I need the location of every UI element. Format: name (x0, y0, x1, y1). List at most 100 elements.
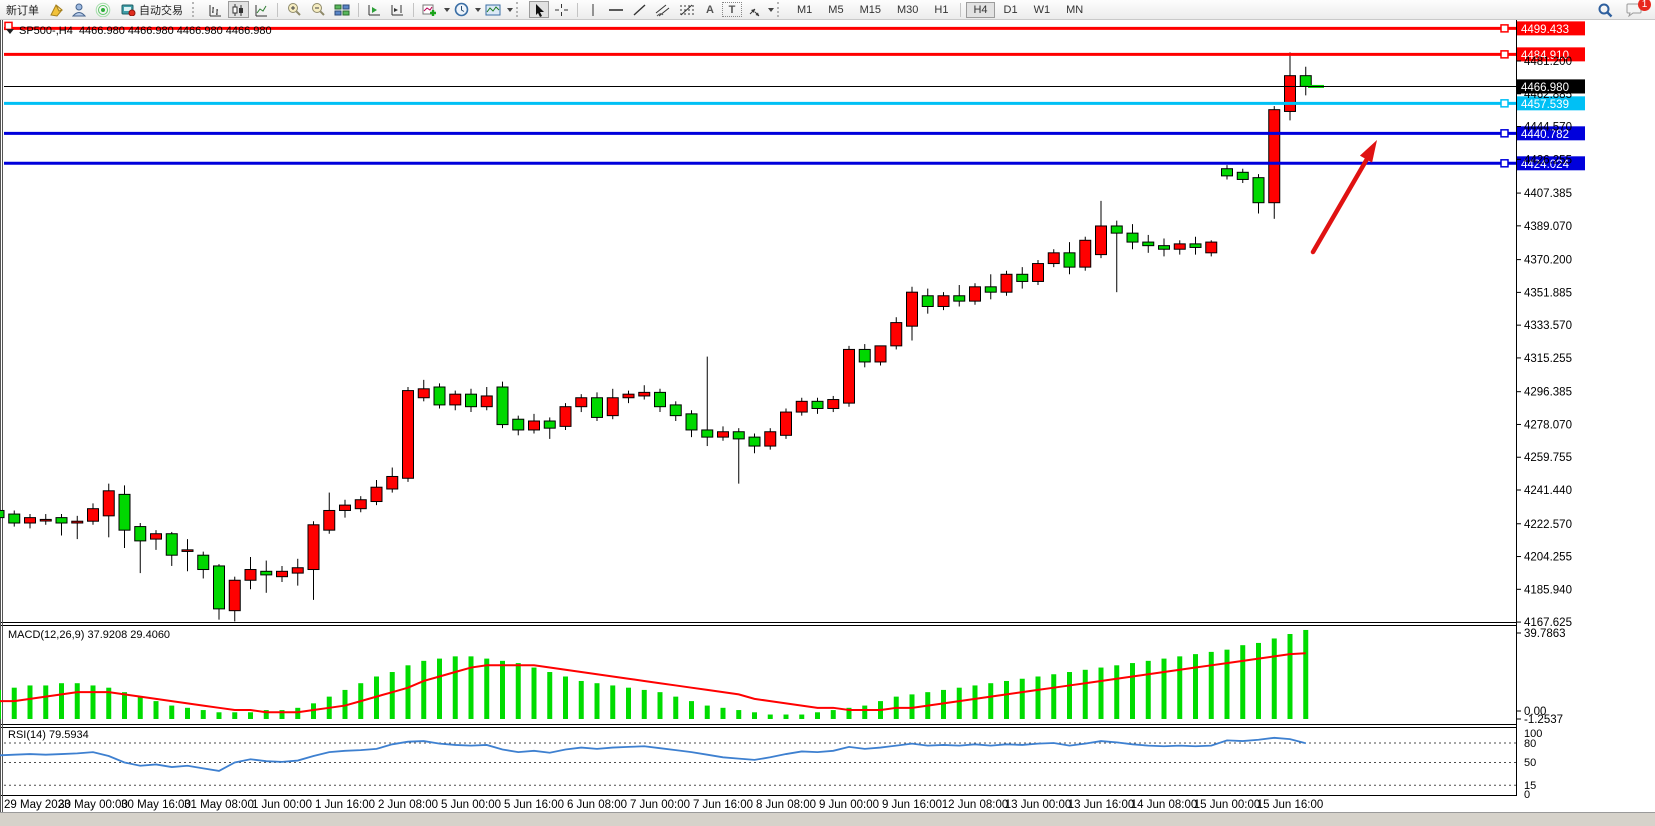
zoom-out-icon (312, 3, 325, 16)
candlestick-mode-button[interactable] (228, 1, 249, 18)
user-icon (72, 3, 87, 16)
timeframe-button-w1[interactable]: W1 (1033, 3, 1051, 16)
candle-body (244, 569, 257, 581)
template-chart-icon (485, 4, 501, 15)
macd-histogram-bar (248, 712, 253, 719)
macd-histogram-bar (437, 658, 442, 719)
period-button[interactable] (451, 1, 472, 18)
level-line-handle[interactable] (1500, 24, 1509, 33)
zoom-out-button[interactable] (307, 1, 329, 18)
tile-windows-button[interactable] (331, 1, 353, 18)
macd-histogram-bar (515, 663, 521, 719)
macd-histogram-bar (941, 689, 946, 719)
toolbar-separator (577, 2, 578, 17)
candle-body (213, 565, 225, 610)
notification-badge: 1 (1638, 0, 1651, 11)
chart-shift-button[interactable] (387, 1, 408, 18)
macd-histogram-bar (27, 685, 33, 719)
trend-arrow[interactable] (1310, 156, 1370, 255)
timeframe-button-m15[interactable]: M15 (859, 3, 881, 16)
equidistant-channel-tool-button[interactable] (652, 1, 674, 18)
crosshair-tool-button[interactable] (551, 1, 572, 18)
macd-histogram-bar (830, 710, 836, 719)
arrows-dropdown-icon[interactable] (768, 7, 774, 12)
level-line-handle[interactable] (1500, 129, 1509, 138)
x-axis-label: 30 May 16:00 (121, 799, 191, 811)
timeframe-button-h4[interactable]: H4 (966, 1, 995, 18)
timeframe-button-m1[interactable]: M1 (797, 3, 813, 16)
cursor-tool-button[interactable] (529, 1, 549, 18)
level-line-handle[interactable] (1500, 159, 1509, 168)
timeframe-button-m30[interactable]: M30 (896, 3, 919, 16)
macd-histogram-bar (405, 665, 411, 719)
auto-scroll-button[interactable] (364, 1, 385, 18)
bar-chart-icon (209, 4, 221, 16)
text-label-tool-button[interactable]: T (722, 2, 742, 17)
trendline-tool-button[interactable] (629, 1, 650, 18)
period-dropdown-icon[interactable] (475, 7, 481, 12)
autotrading-label: 自动交易 (139, 4, 183, 17)
candle-body (402, 390, 414, 479)
zoom-in-button[interactable] (283, 1, 305, 18)
macd-histogram-bar (1051, 674, 1057, 719)
macd-histogram-bar (610, 685, 616, 719)
vertical-line-tool-button[interactable] (583, 1, 603, 18)
macd-histogram-bar (74, 683, 80, 719)
search-icon (1598, 3, 1613, 17)
horizontal-line-tool-button[interactable] (605, 1, 627, 18)
search-button[interactable] (1594, 1, 1616, 18)
candle-body (118, 493, 131, 531)
macd-histogram-bar (862, 705, 868, 719)
toolbar-grip (777, 2, 786, 17)
macd-histogram-bar (311, 703, 316, 719)
terminal-button[interactable] (69, 1, 90, 18)
candle-body (1063, 252, 1076, 268)
timeframe-button-mn[interactable]: MN (1066, 3, 1084, 16)
trendline-icon (633, 3, 646, 16)
horizontal-line-icon (609, 8, 623, 11)
market-watch-icon[interactable] (46, 1, 67, 18)
macd-histogram-bar (1193, 654, 1198, 719)
candle-body (575, 397, 588, 408)
trend-arrow-head[interactable] (1359, 140, 1377, 163)
notifications-button[interactable]: 1 (1623, 0, 1651, 18)
x-axis-label: 9 Jun 16:00 (882, 799, 942, 811)
bar-chart-mode-button[interactable] (205, 1, 226, 18)
level-line-handle[interactable] (1500, 99, 1509, 108)
templates-dropdown-icon[interactable] (507, 7, 513, 12)
templates-button[interactable] (482, 1, 504, 18)
autotrading-icon (121, 4, 136, 16)
price-axis-tick-label: 4389.070 (1524, 221, 1572, 233)
add-indicator-dropdown-icon[interactable] (444, 7, 450, 12)
line-chart-mode-button[interactable] (251, 1, 272, 18)
macd-axis-label: 39.7863 (1524, 628, 1566, 640)
current-price-tag (1517, 79, 1585, 94)
candle-body (291, 567, 304, 574)
macd-histogram-bar (1004, 680, 1009, 719)
chart-dropdown-icon[interactable] (6, 29, 14, 34)
price-tag-label: 4440.782 (1521, 129, 1569, 141)
timeframe-button-d1[interactable]: D1 (1003, 3, 1018, 16)
new-order-button[interactable]: 新订单 (6, 4, 39, 17)
x-axis-label: 8 Jun 08:00 (756, 799, 816, 811)
level-line-handle[interactable] (1500, 50, 1509, 59)
candle-body (827, 399, 840, 409)
autotrading-button[interactable]: 自动交易 (116, 1, 188, 18)
candle-body (512, 418, 525, 431)
fibonacci-tool-button[interactable] (676, 1, 698, 18)
candle-body (181, 549, 194, 552)
x-axis-label: 30 May 00:00 (58, 799, 128, 811)
text-tool-button[interactable]: A (700, 1, 720, 18)
timeframe-button-m5[interactable]: M5 (828, 3, 844, 16)
macd-histogram-bar (421, 660, 427, 719)
x-axis-label: 15 Jun 16:00 (1257, 799, 1324, 811)
macd-histogram-bar (1177, 656, 1183, 719)
ohlc-label: 4466.980 4466.980 4466.980 4466.980 (78, 25, 272, 37)
timeframe-button-h1[interactable]: H1 (934, 3, 949, 16)
arrows-tool-button[interactable] (744, 1, 765, 18)
signals-button[interactable] (92, 1, 114, 18)
add-indicator-button[interactable] (419, 1, 441, 18)
macd-histogram-bar (799, 714, 805, 719)
